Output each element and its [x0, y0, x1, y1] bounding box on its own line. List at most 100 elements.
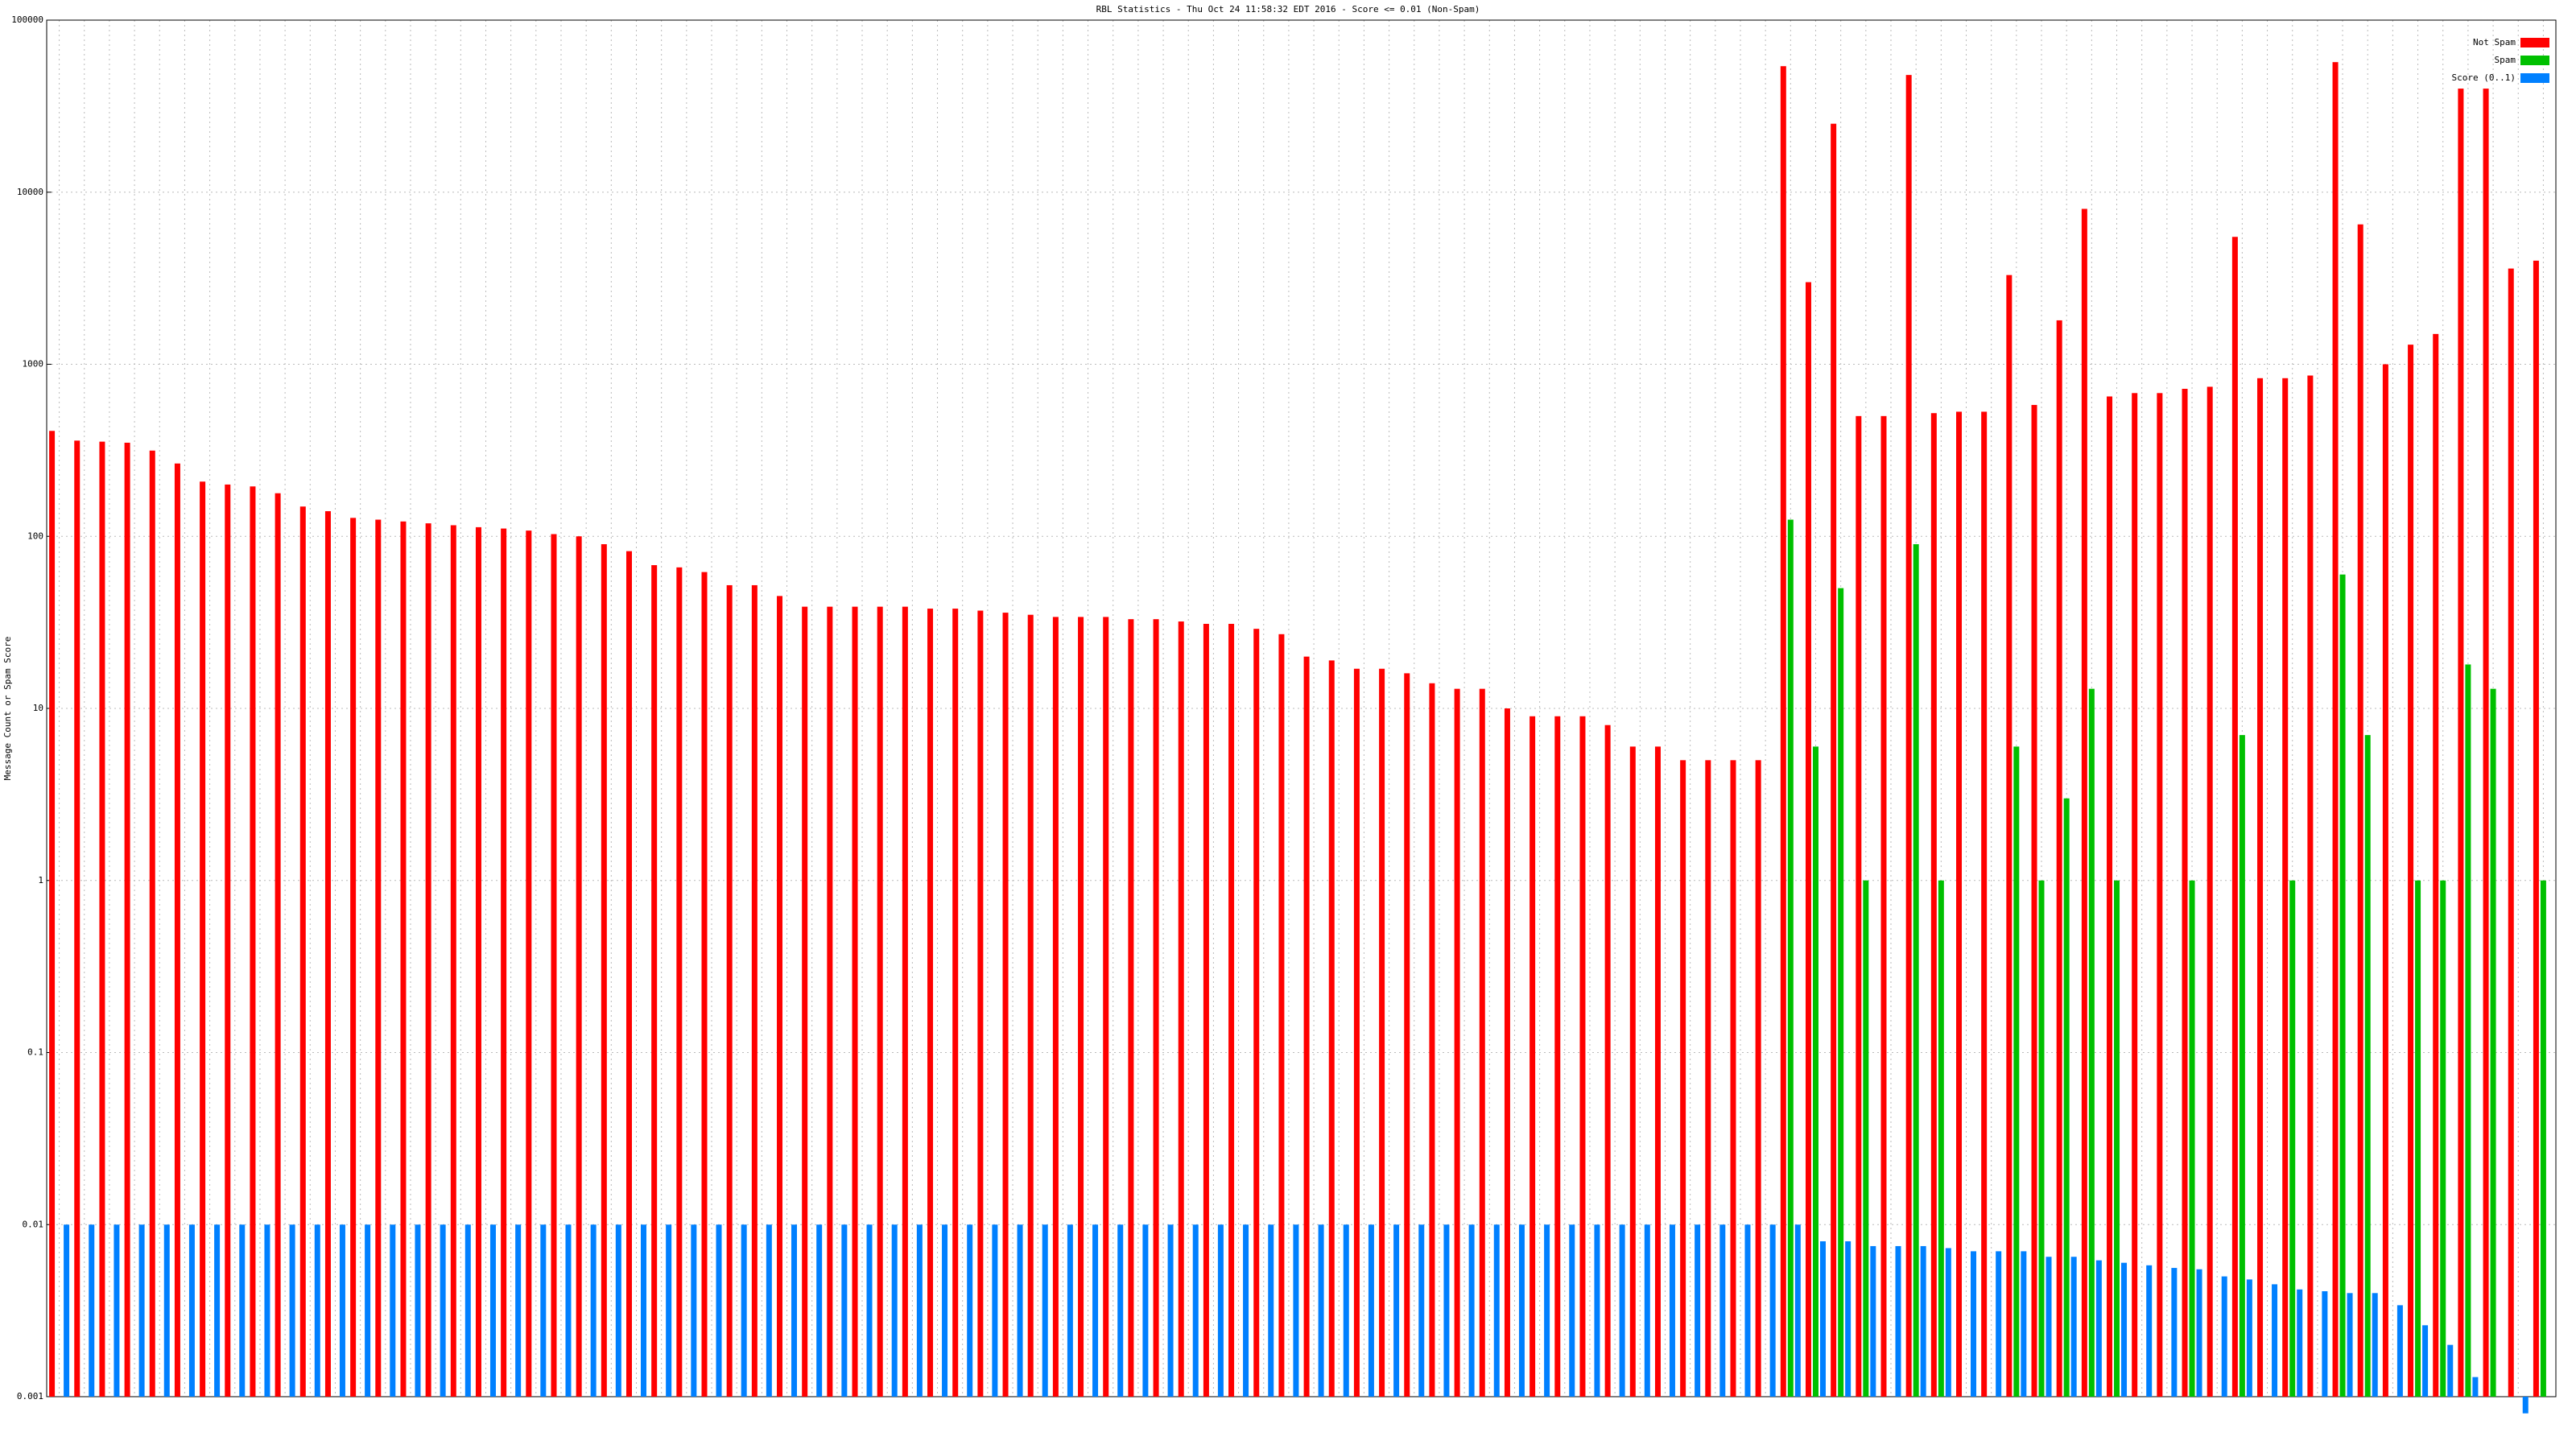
bar [2372, 1293, 2378, 1397]
bar [501, 528, 507, 1397]
bar [726, 584, 733, 1397]
bar [2257, 378, 2264, 1397]
bar [2107, 396, 2113, 1397]
bar [841, 1224, 848, 1397]
bar [691, 1224, 697, 1397]
bar [777, 596, 783, 1397]
bar [1067, 1224, 1073, 1397]
bar [2070, 1257, 2077, 1397]
bar [489, 1224, 496, 1397]
bar [2357, 224, 2363, 1397]
legend-swatch [2520, 73, 2549, 83]
bar [1042, 1224, 1048, 1397]
bar [1429, 683, 1435, 1397]
bar [1971, 1251, 1977, 1397]
bar [2114, 880, 2120, 1397]
bar [1845, 1241, 1852, 1397]
bar [1078, 617, 1084, 1397]
bar [1870, 1245, 1876, 1397]
y-tick-label: 1 [38, 875, 43, 886]
bar [149, 450, 155, 1397]
bar [576, 536, 582, 1397]
bar [1243, 1224, 1249, 1397]
bar [2347, 1293, 2353, 1397]
bar [2031, 405, 2037, 1397]
bar [2472, 1377, 2479, 1397]
bar [174, 463, 180, 1397]
bar [1167, 1224, 1174, 1397]
y-tick-label: 0.01 [23, 1219, 44, 1229]
bar [1343, 1224, 1349, 1397]
bar [1454, 688, 1460, 1397]
bar [992, 1224, 998, 1397]
bar [1493, 1224, 1500, 1397]
bar [1153, 619, 1159, 1397]
bar [2063, 798, 2070, 1397]
bar [1479, 688, 1485, 1397]
bar [2013, 746, 2020, 1397]
bar [350, 518, 357, 1397]
legend-swatch [2520, 38, 2549, 47]
bar [1579, 716, 1586, 1397]
bar [2189, 880, 2195, 1397]
bar [89, 1224, 95, 1397]
bar [2408, 345, 2414, 1397]
bar [2458, 89, 2464, 1397]
bar [1938, 880, 1944, 1397]
bar [2382, 364, 2388, 1397]
bar [1604, 724, 1611, 1397]
bar [299, 506, 306, 1397]
bar [565, 1224, 572, 1397]
bar [390, 1224, 396, 1397]
bar [2006, 275, 2013, 1397]
bar [2196, 1269, 2202, 1397]
y-tick-label: 100000 [11, 14, 43, 25]
bar [1695, 1224, 1701, 1397]
bar [2157, 393, 2163, 1397]
bar [475, 526, 481, 1397]
bar [766, 1224, 772, 1397]
bar [526, 530, 532, 1397]
bar [651, 565, 658, 1397]
bar [49, 431, 56, 1397]
bar [1253, 629, 1260, 1397]
bar [324, 511, 331, 1397]
bar [64, 1224, 70, 1397]
bar [1945, 1248, 1951, 1397]
bar [1594, 1224, 1600, 1397]
bar [2038, 880, 2045, 1397]
bar [2095, 1260, 2102, 1397]
bar [1787, 519, 1794, 1397]
bar [188, 1224, 195, 1397]
bar [2046, 1257, 2052, 1397]
y-tick-label: 1000 [23, 359, 44, 369]
bar [590, 1224, 597, 1397]
chart-title: RBL Statistics - Thu Oct 24 11:58:32 EDT… [1096, 4, 1480, 14]
bar [200, 481, 206, 1397]
y-tick-label: 10000 [17, 187, 43, 197]
bar [1654, 746, 1661, 1397]
bar [716, 1224, 722, 1397]
bar [1379, 668, 1385, 1397]
bar [1719, 1224, 1726, 1397]
bar [977, 610, 984, 1397]
bar [540, 1224, 547, 1397]
bar [2021, 1251, 2027, 1397]
bar [1128, 619, 1134, 1397]
bar [615, 1224, 621, 1397]
bar [225, 484, 231, 1397]
bar [1303, 656, 1310, 1397]
plot-frame [46, 19, 2557, 1397]
bar [2231, 237, 2238, 1397]
bar [1293, 1224, 1299, 1397]
bar [2121, 1262, 2128, 1397]
bar [1619, 1224, 1625, 1397]
y-tick-label: 0.1 [27, 1047, 43, 1058]
bar [640, 1224, 646, 1397]
bar [1544, 1224, 1550, 1397]
bar [1418, 1224, 1425, 1397]
bar [2146, 1265, 2153, 1397]
bar [2297, 1289, 2303, 1397]
bar [625, 551, 632, 1397]
